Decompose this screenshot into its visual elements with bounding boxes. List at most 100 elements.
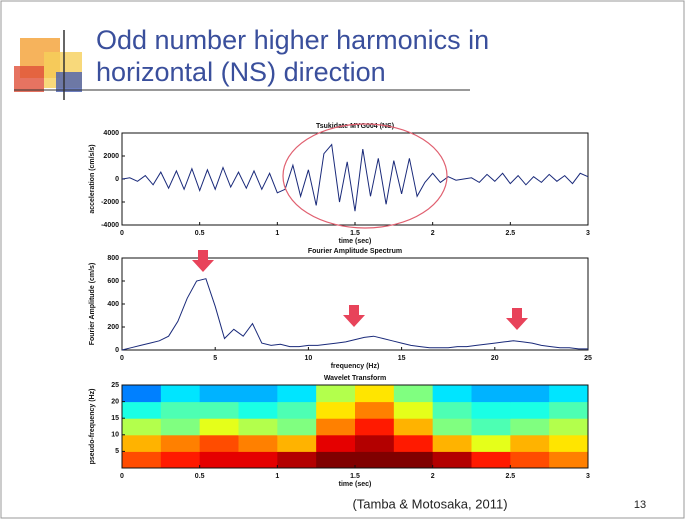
heat-cell — [393, 451, 434, 469]
heat-cell — [510, 401, 550, 419]
x-axis-label: time (sec) — [339, 238, 372, 245]
arrows — [192, 250, 528, 330]
heat-cell — [549, 434, 589, 452]
x-tick-label: 20 — [491, 355, 499, 362]
x-axis-label: frequency (Hz) — [331, 363, 380, 370]
heat-cell — [355, 434, 395, 452]
heat-cell — [199, 451, 239, 469]
heat-cell — [471, 385, 511, 403]
x-tick-label: 5 — [213, 355, 217, 362]
y-tick-label: 0 — [115, 176, 119, 183]
heat-cell — [199, 434, 239, 452]
heat-cell — [316, 401, 356, 419]
x-tick-label: 3 — [586, 473, 590, 480]
heat-cell — [393, 418, 434, 436]
y-tick-label: 600 — [107, 278, 119, 285]
heat-cell — [316, 451, 356, 469]
chart-title: Wavelet Transform — [324, 375, 386, 382]
x-tick-label: 0 — [120, 230, 124, 237]
x-tick-label: 25 — [584, 355, 592, 362]
heat-cell — [510, 451, 550, 469]
decor-square — [14, 66, 44, 92]
arrow — [343, 305, 365, 327]
y-tick-label: 800 — [107, 255, 119, 262]
x-tick-label: 0.5 — [195, 230, 205, 237]
heat-cell — [199, 385, 239, 403]
y-tick-label: 20 — [111, 398, 119, 405]
x-tick-label: 10 — [305, 355, 313, 362]
y-tick-label: -2000 — [101, 199, 119, 206]
x-tick-label: 0.5 — [195, 473, 205, 480]
heat-cell — [355, 451, 395, 469]
page-number: 13 — [634, 499, 646, 511]
x-tick-label: 0 — [120, 355, 124, 362]
heat-cell — [393, 434, 434, 452]
heat-cell — [277, 418, 317, 436]
arrow — [192, 250, 214, 272]
heat-cell — [355, 385, 395, 403]
heat-cell — [471, 434, 511, 452]
heat-cell — [277, 434, 317, 452]
heat-cell — [549, 451, 589, 469]
heat-cell — [160, 385, 201, 403]
heat-cell — [160, 401, 201, 419]
x-tick-label: 2 — [431, 230, 435, 237]
heat-cell — [238, 434, 278, 452]
heat-cell — [510, 418, 550, 436]
heat-cell — [160, 451, 201, 469]
heat-cell — [471, 451, 511, 469]
x-tick-label: 1.5 — [350, 230, 360, 237]
heat-cell — [122, 401, 162, 419]
chart: 0 0.5 1 1.5 2 2.5 3 -4000 -2000 0 2000 4000 Tsukidat… — [89, 123, 590, 245]
heat-cell — [122, 451, 162, 469]
y-tick-label: 5 — [115, 448, 119, 455]
x-tick-label: 2.5 — [505, 230, 515, 237]
y-axis-label: acceleration (cm/s/s) — [89, 144, 96, 213]
heat-cell — [122, 385, 162, 403]
x-tick-label: 2.5 — [505, 473, 515, 480]
heat-cell — [316, 385, 356, 403]
heat-cell — [316, 418, 356, 436]
heat-cell — [160, 418, 201, 436]
heat-cell — [122, 434, 162, 452]
heat-cell — [510, 434, 550, 452]
heat-cell — [432, 451, 472, 469]
x-tick-label: 15 — [398, 355, 406, 362]
decor-square — [56, 72, 82, 92]
data-line — [121, 143, 589, 212]
y-tick-label: 15 — [111, 415, 119, 422]
y-tick-label: -4000 — [101, 222, 119, 229]
heat-cell — [316, 434, 356, 452]
heat-cell — [549, 385, 589, 403]
y-axis-label: pseudo-frequency (Hz) — [89, 389, 96, 465]
chart: 0 5 10 15 20 25 0 200 400 600 800 Fourier Amplitude… — [89, 248, 592, 370]
chart: 0 0.5 1 1.5 2 2.5 3 5 10 15 20 25 Wavelet Transform t… — [89, 375, 590, 488]
chart-title: Tsukidate MYG004 (NS) — [316, 123, 394, 130]
highlight-ellipse — [282, 123, 448, 229]
y-tick-label: 25 — [111, 382, 119, 389]
heat-cell — [238, 451, 278, 469]
heat-cell — [471, 401, 511, 419]
slide-title: horizontal (NS) direction — [96, 57, 386, 87]
x-tick-label: 1 — [275, 473, 279, 480]
heat-cell — [432, 401, 472, 419]
heat-cell — [549, 418, 589, 436]
heat-cell — [355, 401, 395, 419]
y-tick-label: 2000 — [103, 153, 119, 160]
arrow — [506, 308, 528, 330]
heat-cell — [277, 401, 317, 419]
y-tick-label: 4000 — [103, 130, 119, 137]
heat-cell — [122, 418, 162, 436]
y-axis-label: Fourier Amplitude (cm/s) — [89, 263, 96, 346]
heat-cell — [471, 418, 511, 436]
heat-cell — [393, 385, 434, 403]
heat-cell — [277, 451, 317, 469]
data-line — [121, 278, 588, 351]
slide-title: Odd number higher harmonics in — [96, 25, 489, 55]
heat-cell — [238, 418, 278, 436]
heat-cell — [160, 434, 201, 452]
heat-cell — [238, 385, 278, 403]
y-tick-label: 0 — [115, 347, 119, 354]
heat-cell — [199, 401, 239, 419]
